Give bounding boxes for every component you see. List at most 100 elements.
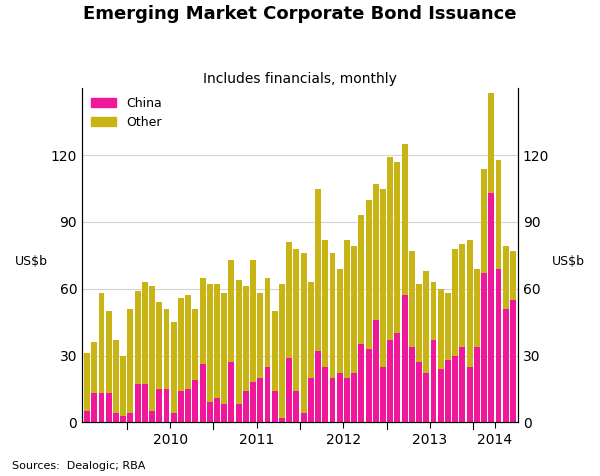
Bar bbox=[460, 244, 466, 347]
Bar bbox=[488, 93, 494, 193]
Bar bbox=[329, 378, 335, 422]
Bar bbox=[431, 340, 436, 422]
Bar bbox=[402, 144, 407, 296]
Bar bbox=[178, 391, 184, 422]
Bar bbox=[438, 289, 444, 369]
Bar bbox=[315, 188, 321, 351]
Bar bbox=[279, 284, 285, 418]
Bar bbox=[452, 248, 458, 356]
Bar bbox=[293, 248, 299, 391]
Bar bbox=[481, 169, 487, 273]
Legend: China, Other: China, Other bbox=[86, 92, 167, 134]
Bar bbox=[301, 253, 307, 413]
Bar bbox=[286, 358, 292, 422]
Bar bbox=[315, 351, 321, 422]
Bar bbox=[488, 193, 494, 422]
Bar bbox=[424, 373, 429, 422]
Bar bbox=[322, 240, 328, 367]
Bar bbox=[409, 251, 415, 347]
Bar bbox=[265, 367, 271, 422]
Bar bbox=[344, 378, 350, 422]
Bar bbox=[164, 389, 169, 422]
Bar bbox=[272, 391, 278, 422]
Bar bbox=[156, 389, 162, 422]
Bar bbox=[380, 367, 386, 422]
Bar bbox=[322, 367, 328, 422]
Bar bbox=[229, 362, 235, 422]
Bar bbox=[329, 253, 335, 378]
Bar bbox=[134, 385, 140, 422]
Bar bbox=[308, 378, 314, 422]
Bar bbox=[308, 282, 314, 378]
Bar bbox=[98, 393, 104, 422]
Bar bbox=[279, 418, 285, 422]
Bar bbox=[185, 389, 191, 422]
Bar bbox=[474, 268, 480, 347]
Bar bbox=[467, 367, 473, 422]
Bar bbox=[387, 158, 393, 340]
Bar bbox=[236, 280, 242, 405]
Title: Includes financials, monthly: Includes financials, monthly bbox=[203, 72, 397, 86]
Bar bbox=[402, 296, 407, 422]
Bar bbox=[293, 391, 299, 422]
Bar bbox=[460, 347, 466, 422]
Bar bbox=[351, 247, 357, 373]
Bar bbox=[445, 360, 451, 422]
Bar bbox=[200, 278, 206, 365]
Bar bbox=[229, 260, 235, 362]
Bar bbox=[91, 393, 97, 422]
Bar bbox=[337, 373, 343, 422]
Text: Emerging Market Corporate Bond Issuance: Emerging Market Corporate Bond Issuance bbox=[83, 5, 517, 23]
Bar bbox=[91, 342, 97, 393]
Bar bbox=[409, 347, 415, 422]
Bar bbox=[127, 413, 133, 422]
Bar bbox=[84, 411, 90, 422]
Bar bbox=[358, 215, 364, 344]
Bar bbox=[127, 309, 133, 413]
Bar bbox=[236, 405, 242, 422]
Bar bbox=[142, 385, 148, 422]
Bar bbox=[106, 311, 112, 393]
Bar bbox=[142, 282, 148, 385]
Text: Sources:  Dealogic; RBA: Sources: Dealogic; RBA bbox=[12, 461, 145, 471]
Bar bbox=[257, 378, 263, 422]
Bar bbox=[394, 162, 400, 333]
Bar bbox=[185, 296, 191, 389]
Bar bbox=[365, 349, 371, 422]
Bar bbox=[503, 247, 509, 309]
Bar bbox=[134, 291, 140, 385]
Bar bbox=[250, 260, 256, 382]
Bar bbox=[171, 322, 176, 413]
Bar bbox=[474, 347, 480, 422]
Bar bbox=[243, 287, 249, 391]
Bar bbox=[171, 413, 176, 422]
Bar bbox=[200, 365, 206, 422]
Bar bbox=[496, 268, 502, 422]
Bar bbox=[373, 184, 379, 320]
Bar bbox=[221, 405, 227, 422]
Bar bbox=[207, 284, 213, 402]
Bar bbox=[265, 278, 271, 367]
Bar bbox=[510, 300, 516, 422]
Y-axis label: US$b: US$b bbox=[552, 255, 585, 268]
Bar bbox=[416, 362, 422, 422]
Bar bbox=[387, 340, 393, 422]
Bar bbox=[438, 369, 444, 422]
Bar bbox=[149, 287, 155, 411]
Bar bbox=[496, 159, 502, 268]
Bar bbox=[394, 333, 400, 422]
Bar bbox=[156, 302, 162, 389]
Bar bbox=[193, 309, 198, 380]
Bar bbox=[301, 413, 307, 422]
Bar bbox=[481, 273, 487, 422]
Bar bbox=[149, 411, 155, 422]
Bar bbox=[380, 188, 386, 367]
Bar bbox=[193, 380, 198, 422]
Bar bbox=[365, 199, 371, 349]
Bar bbox=[416, 284, 422, 362]
Bar bbox=[120, 356, 126, 416]
Y-axis label: US$b: US$b bbox=[15, 255, 48, 268]
Bar bbox=[113, 413, 119, 422]
Bar bbox=[445, 293, 451, 360]
Bar bbox=[98, 293, 104, 393]
